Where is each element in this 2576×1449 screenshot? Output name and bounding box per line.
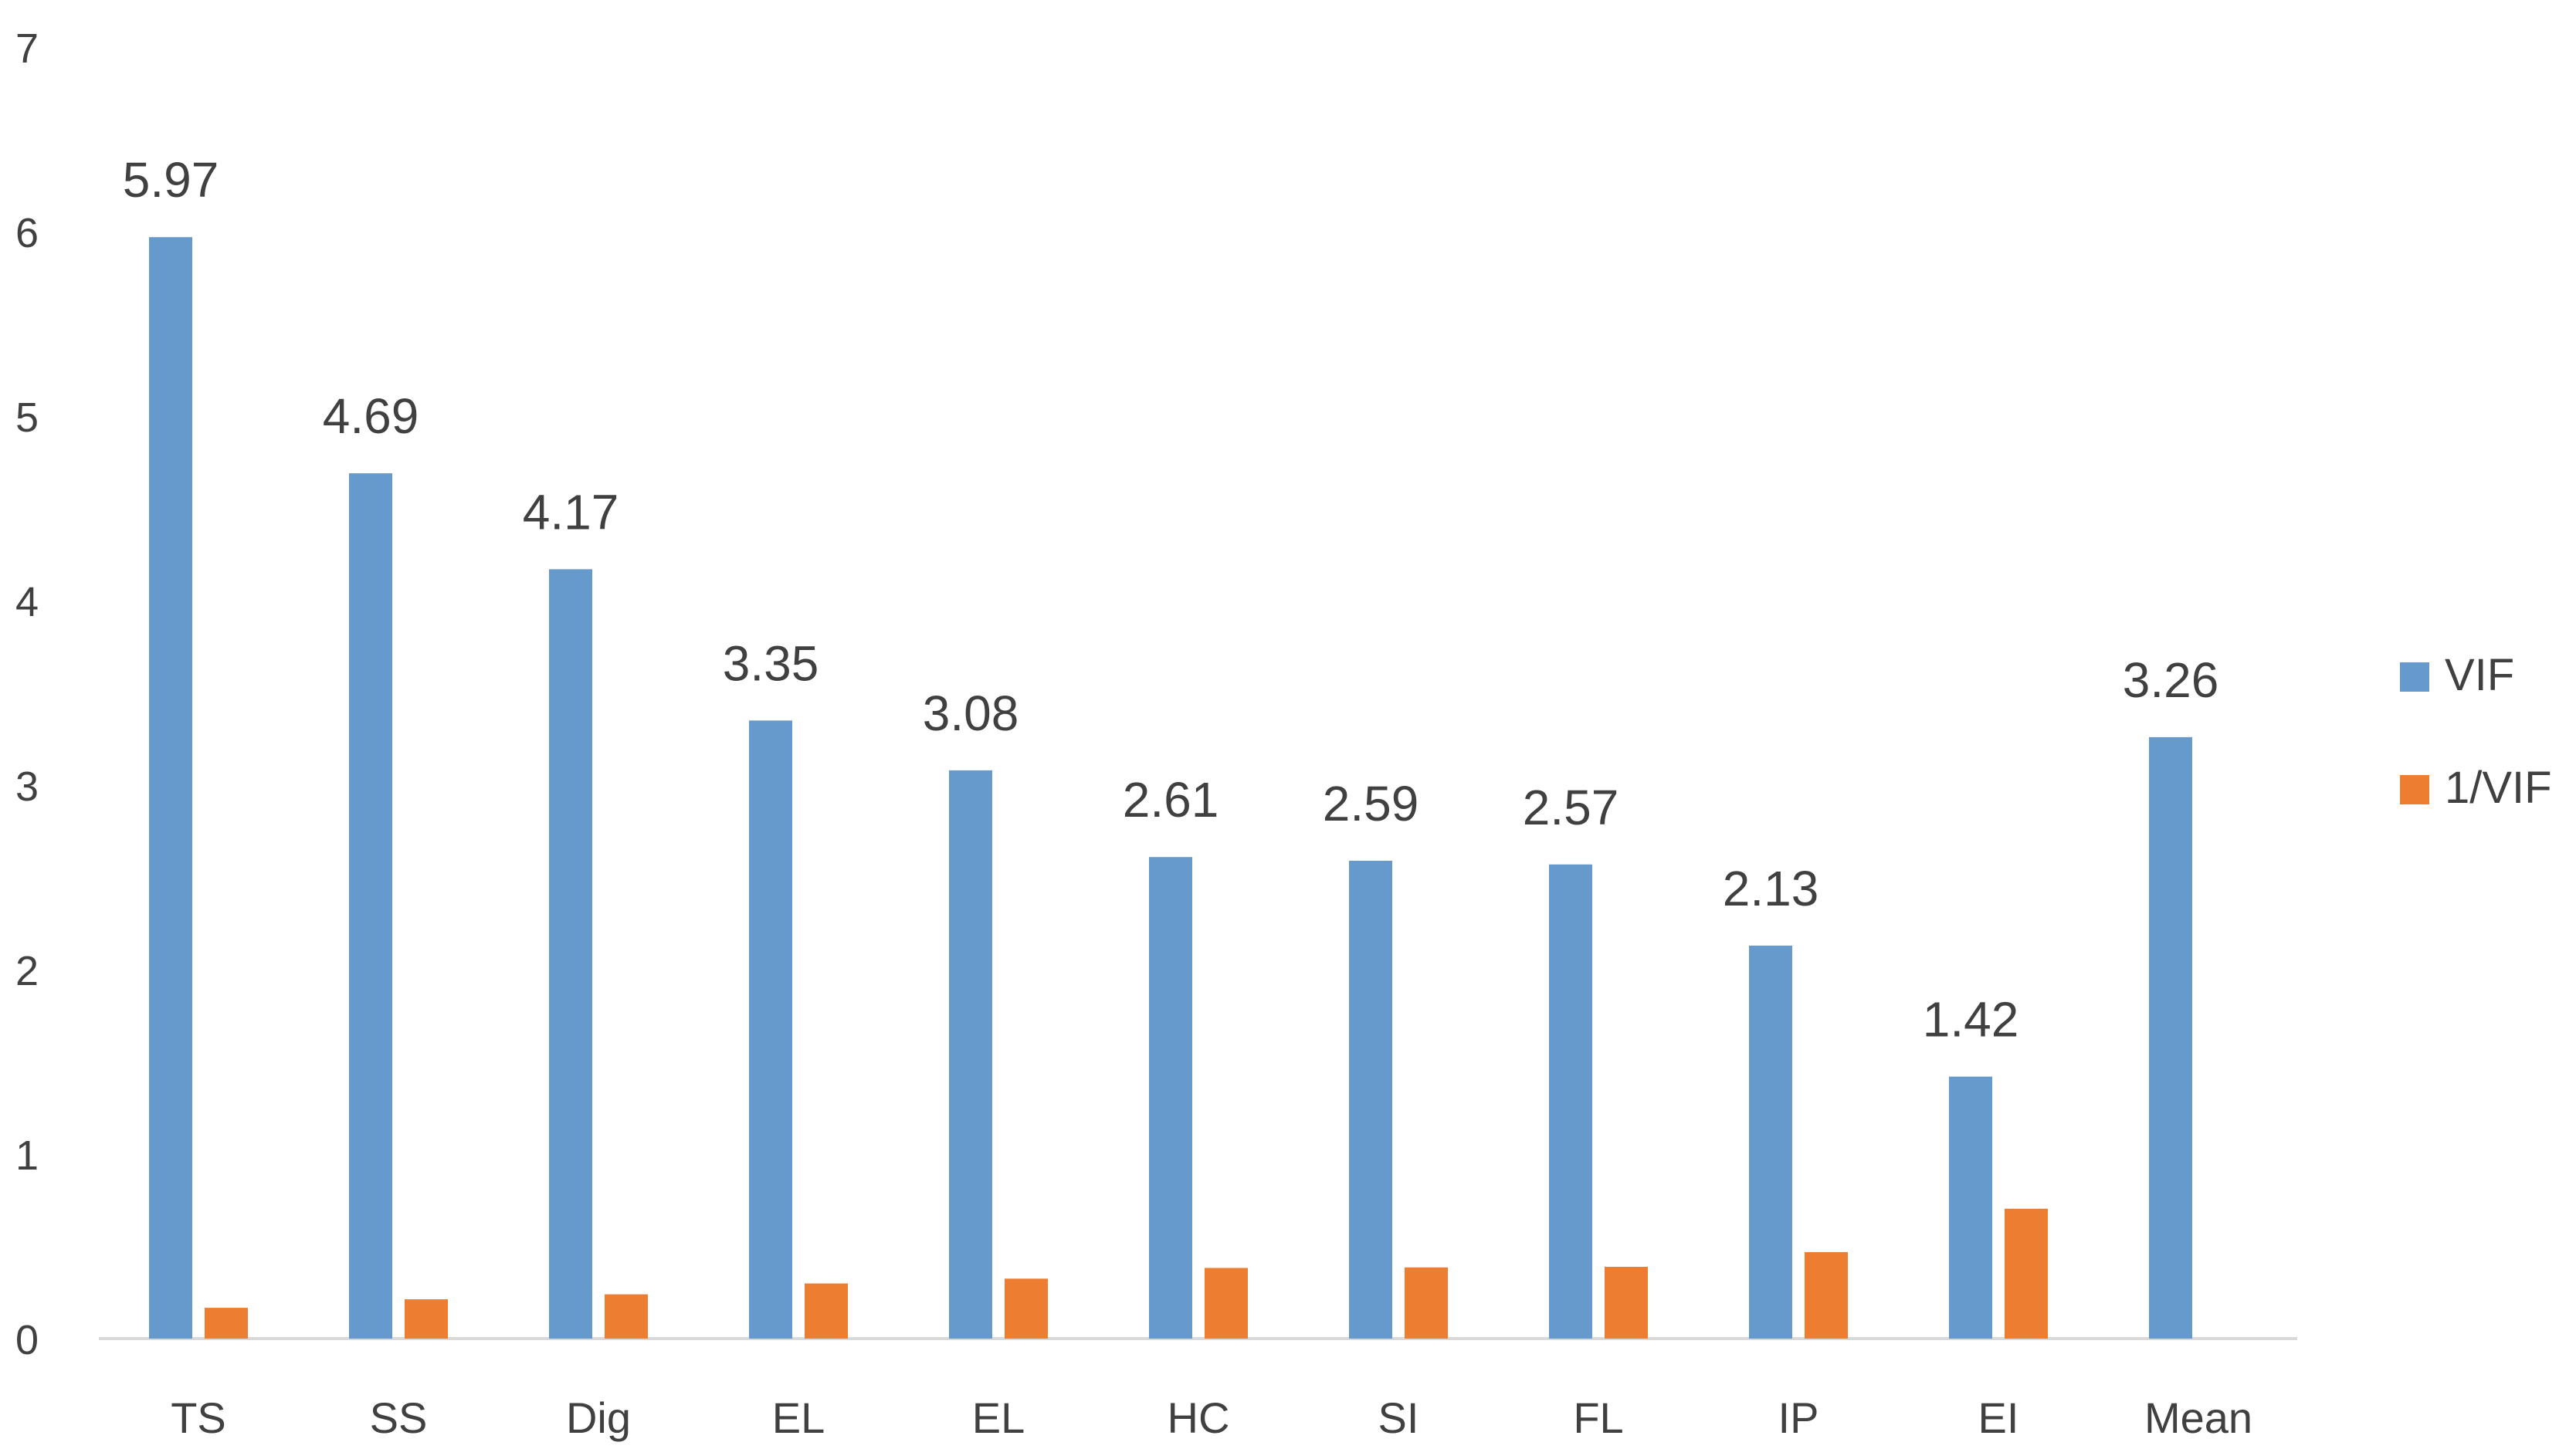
bar-vif bbox=[1349, 860, 1392, 1339]
bar-inverse-vif bbox=[405, 1299, 448, 1339]
bar-inverse-vif bbox=[205, 1308, 248, 1339]
bar-vif bbox=[349, 473, 392, 1339]
legend-item-inverse-vif[interactable]: 1/VIF bbox=[2400, 763, 2552, 813]
y-axis-ticks: 0 1 2 3 4 5 6 7 bbox=[15, 25, 39, 1363]
bar-inverse-vif bbox=[1805, 1251, 1848, 1339]
bar-vif bbox=[549, 569, 592, 1339]
bar-inverse-vif bbox=[605, 1294, 648, 1339]
bar-vif bbox=[1949, 1076, 1992, 1339]
bar-vif bbox=[149, 237, 192, 1339]
bar-vif bbox=[1149, 857, 1192, 1339]
legend-swatch bbox=[2400, 775, 2429, 804]
bar-vif bbox=[749, 720, 792, 1339]
legend-label: 1/VIF bbox=[2445, 763, 2552, 813]
data-label: 4.69 bbox=[323, 388, 419, 444]
data-label: 2.13 bbox=[1723, 861, 1819, 916]
bar-inverse-vif bbox=[1005, 1278, 1048, 1339]
bar-vif bbox=[949, 770, 992, 1339]
bar-vif bbox=[1549, 864, 1592, 1339]
y-tick-label: 7 bbox=[15, 25, 39, 72]
legend-item-vif[interactable]: VIF bbox=[2400, 650, 2514, 700]
bar-inverse-vif bbox=[1405, 1267, 1448, 1339]
bar-inverse-vif bbox=[1205, 1268, 1248, 1339]
y-tick-label: 4 bbox=[15, 579, 39, 625]
data-label: 5.97 bbox=[123, 152, 219, 208]
x-tick-label: SS bbox=[370, 1393, 428, 1442]
x-tick-label: EL bbox=[772, 1393, 825, 1442]
y-tick-label: 5 bbox=[15, 394, 39, 441]
x-tick-label: Dig bbox=[566, 1393, 631, 1442]
y-tick-label: 1 bbox=[15, 1132, 39, 1179]
y-tick-label: 3 bbox=[15, 763, 39, 810]
y-tick-label: 0 bbox=[15, 1317, 39, 1363]
data-labels: 5.97 4.69 4.17 3.35 3.08 2.61 2.59 2.57 2.13 1.42… bbox=[123, 152, 2219, 1047]
x-tick-label: TS bbox=[171, 1393, 226, 1442]
x-tick-label: EL bbox=[972, 1393, 1025, 1442]
bar-inverse-vif bbox=[2005, 1208, 2048, 1339]
x-tick-label: FL bbox=[1573, 1393, 1623, 1442]
data-label: 1.42 bbox=[1923, 992, 2019, 1048]
x-tick-label: EI bbox=[1978, 1393, 2019, 1442]
data-label: 2.57 bbox=[1523, 780, 1619, 835]
bar-inverse-vif bbox=[1605, 1267, 1648, 1339]
y-tick-label: 2 bbox=[15, 948, 39, 994]
data-label: 2.59 bbox=[1323, 776, 1419, 831]
bars bbox=[149, 237, 2192, 1339]
y-tick-label: 6 bbox=[15, 210, 39, 256]
data-label: 3.35 bbox=[723, 635, 819, 691]
bar-vif bbox=[2149, 736, 2192, 1339]
data-label: 4.17 bbox=[523, 484, 619, 540]
x-tick-label: HC bbox=[1168, 1393, 1230, 1442]
x-tick-label: SI bbox=[1378, 1393, 1419, 1442]
x-tick-label: Mean bbox=[2144, 1393, 2252, 1442]
category-labels: TS SS Dig EL EL HC SI FL IP EI Mean bbox=[171, 1393, 2252, 1442]
data-label: 3.08 bbox=[923, 686, 1019, 741]
bar-vif bbox=[1749, 945, 1792, 1339]
data-label: 3.26 bbox=[2123, 652, 2219, 708]
legend-swatch bbox=[2400, 662, 2429, 692]
data-label: 2.61 bbox=[1123, 772, 1219, 828]
x-tick-label: IP bbox=[1778, 1393, 1819, 1442]
legend[interactable]: VIF 1/VIF bbox=[2400, 650, 2552, 813]
legend-label: VIF bbox=[2445, 650, 2514, 700]
bar-inverse-vif bbox=[805, 1283, 848, 1339]
